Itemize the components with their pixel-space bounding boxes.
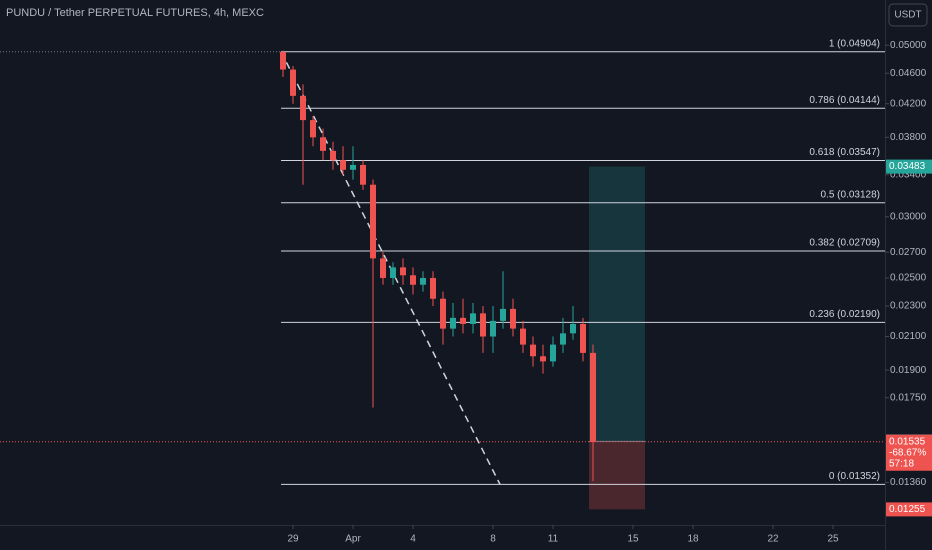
y-tick-label: 0.04600	[890, 68, 927, 79]
candle-body	[480, 313, 486, 337]
stop-badge-label: 0.01255	[889, 504, 926, 515]
stop-badge	[886, 502, 932, 517]
y-tick-label: 0.02100	[890, 331, 927, 342]
candle-body	[400, 267, 406, 276]
fib-label: 0.382 (0.02709)	[809, 238, 880, 249]
target-badge-label: 0.03483	[889, 161, 926, 172]
y-tick-label: 0.05000	[890, 40, 927, 51]
candle-body	[510, 308, 516, 329]
candle-body	[300, 95, 306, 121]
fib-label: 0.786 (0.04144)	[809, 95, 880, 106]
fib-label: 0.618 (0.03547)	[809, 147, 880, 158]
candle-body	[530, 344, 536, 357]
y-tick-label: 0.02500	[890, 273, 927, 284]
x-tick-label: 25	[827, 534, 839, 545]
target-zone	[589, 166, 645, 442]
candle-body	[520, 328, 526, 345]
fib-label: 0.5 (0.03128)	[821, 189, 881, 200]
candle-body	[570, 323, 576, 334]
y-tick-label: 0.02300	[890, 301, 927, 312]
candle-body	[430, 277, 436, 299]
last-price-badge	[886, 434, 932, 471]
last-price-badge-extra: 57:18	[889, 458, 914, 469]
x-tick-label: 29	[287, 534, 299, 545]
candle-body	[420, 277, 426, 285]
stop-zone	[589, 441, 645, 510]
x-tick-label: Apr	[345, 534, 361, 545]
candle-body	[440, 298, 446, 329]
candle-body	[500, 308, 506, 321]
candle-body	[350, 164, 356, 170]
candle-body	[590, 352, 596, 442]
y-tick-label: 0.04200	[890, 98, 927, 109]
x-tick-label: 11	[548, 534, 559, 545]
candle-body	[410, 275, 416, 285]
candle-body	[560, 333, 566, 345]
fib-label: 0 (0.01352)	[829, 471, 880, 482]
y-tick-label: 0.01360	[890, 477, 927, 488]
fib-label: 0.236 (0.02190)	[809, 309, 880, 320]
y-tick-label: 0.02700	[890, 247, 927, 258]
candle-body	[330, 150, 336, 161]
y-tick-label: 0.01900	[890, 365, 927, 376]
x-tick-label: 4	[410, 534, 416, 545]
candle-body	[280, 51, 286, 70]
chart-title: PUNDU / Tether PERPETUAL FUTURES, 4h, ME…	[6, 7, 264, 19]
currency-label[interactable]: USDT	[894, 10, 921, 21]
candle-body	[450, 317, 456, 329]
fib-label: 1 (0.04904)	[829, 38, 880, 49]
candle-body	[390, 267, 396, 278]
x-tick-label: 15	[627, 534, 639, 545]
candle-body	[340, 160, 346, 170]
candle-body	[460, 317, 466, 324]
candle-body	[380, 258, 386, 278]
x-tick-label: 18	[687, 534, 699, 545]
y-tick-label: 0.03000	[890, 211, 927, 222]
y-tick-label: 0.03800	[890, 132, 927, 143]
candle-body	[310, 120, 316, 138]
candle-body	[580, 323, 586, 353]
candle-body	[490, 320, 496, 337]
candle-body	[320, 137, 326, 151]
candle-body	[360, 164, 366, 185]
candle-body	[470, 313, 476, 324]
target-badge	[886, 159, 932, 174]
candle-body	[550, 344, 556, 362]
candle-body	[370, 184, 376, 259]
y-tick-label: 0.01750	[890, 392, 927, 403]
candle-body	[290, 69, 296, 96]
last-price-badge-extra: -68.67%	[889, 447, 926, 458]
candle-body	[540, 356, 546, 362]
last-price-badge-label: 0.01535	[889, 436, 926, 447]
x-tick-label: 8	[490, 534, 496, 545]
currency-button[interactable]	[888, 3, 928, 27]
y-tick-label: 0.03400	[890, 169, 927, 180]
x-tick-label: 22	[767, 534, 779, 545]
